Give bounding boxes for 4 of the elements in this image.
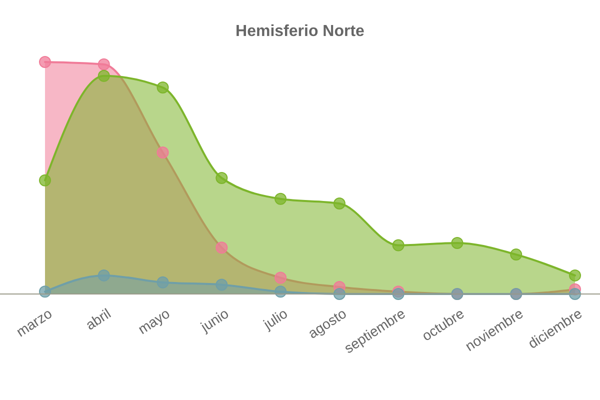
x-tick-label: abril <box>82 305 114 333</box>
x-tick-label: mayo <box>134 304 173 338</box>
x-tick-label: julio <box>260 304 290 333</box>
chart-title: Hemisferio Norte <box>236 23 365 40</box>
